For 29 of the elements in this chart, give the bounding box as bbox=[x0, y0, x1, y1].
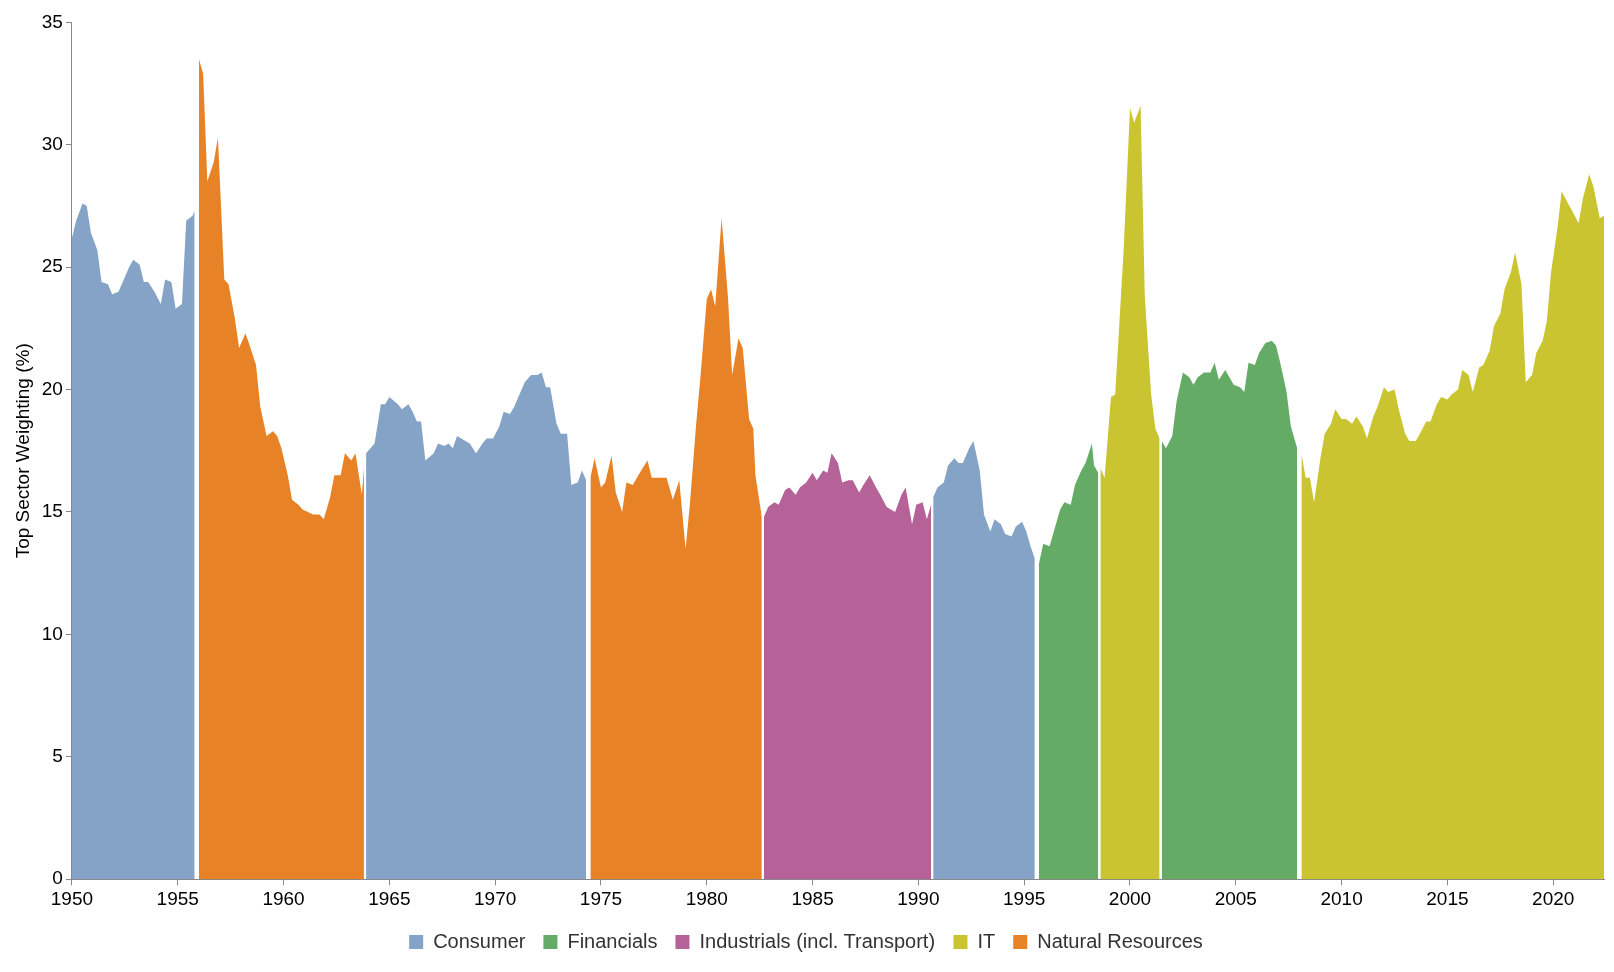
y-axis-title: Top Sector Weighting (%) bbox=[11, 343, 33, 559]
y-tick-label: 25 bbox=[41, 255, 63, 277]
legend-label: Industrials (incl. Transport) bbox=[699, 929, 936, 952]
x-tick-label: 1990 bbox=[897, 887, 940, 909]
legend-label: IT bbox=[977, 929, 996, 952]
y-tick-label: 5 bbox=[52, 745, 63, 767]
x-tick-label: 1985 bbox=[791, 887, 834, 909]
x-tick-label: 1970 bbox=[474, 887, 517, 909]
y-tick-label: 20 bbox=[41, 377, 63, 399]
legend-label: Consumer bbox=[433, 929, 526, 952]
x-tick-label: 2005 bbox=[1214, 887, 1257, 909]
x-tick-label: 2020 bbox=[1532, 887, 1575, 909]
x-tick-label: 2010 bbox=[1320, 887, 1363, 909]
x-tick-label: 2000 bbox=[1108, 887, 1152, 909]
y-tick-label: 15 bbox=[41, 500, 63, 522]
legend-label: Natural Resources bbox=[1037, 929, 1203, 952]
x-tick-label: 1995 bbox=[1003, 887, 1046, 909]
x-tick-label: 1960 bbox=[262, 887, 305, 909]
x-tick-label: 1965 bbox=[368, 887, 411, 909]
y-tick-label: 10 bbox=[41, 622, 63, 644]
x-tick-label: 1975 bbox=[579, 887, 623, 909]
x-tick-label: 1955 bbox=[156, 887, 199, 909]
x-tick-label: 1950 bbox=[50, 887, 94, 909]
x-tick-label: 2015 bbox=[1426, 887, 1469, 909]
y-tick-label: 35 bbox=[41, 10, 63, 32]
legend-label: Financials bbox=[567, 929, 658, 952]
y-tick-label: 0 bbox=[52, 867, 63, 889]
x-tick-label: 1980 bbox=[685, 887, 728, 909]
y-tick-label: 30 bbox=[41, 133, 63, 155]
